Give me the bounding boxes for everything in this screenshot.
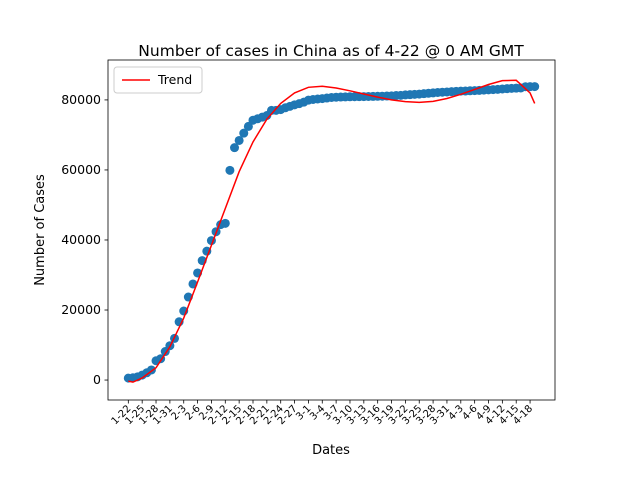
point <box>225 165 235 175</box>
chart-title: Number of cases in China as of 4-22 @ 0 … <box>138 42 524 60</box>
point <box>234 135 244 145</box>
y-axis-label: Number of Cases <box>33 174 48 286</box>
legend-label: Trend <box>157 72 192 87</box>
x-axis-label: Dates <box>312 443 350 458</box>
plot-area <box>107 59 556 401</box>
y-tick-label: 60000 <box>61 162 101 177</box>
legend-box <box>113 66 203 94</box>
y-tick-label: 80000 <box>61 92 101 107</box>
y-tick-label: 40000 <box>61 232 101 247</box>
point <box>239 128 249 138</box>
point <box>230 143 240 153</box>
point <box>220 218 230 228</box>
y-tick-label: 0 <box>93 372 101 387</box>
point <box>243 121 253 131</box>
point <box>530 82 540 92</box>
y-tick-label: 20000 <box>61 302 101 317</box>
trend-line <box>128 79 536 383</box>
